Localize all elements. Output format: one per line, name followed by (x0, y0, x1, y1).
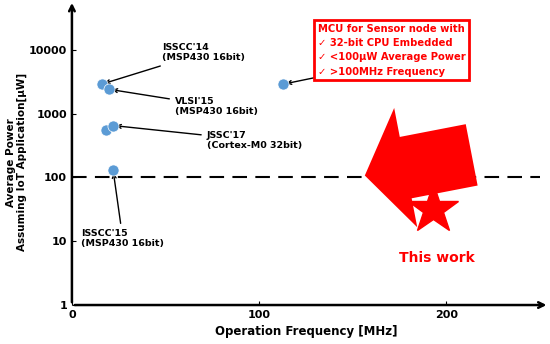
Text: VLSI'15
(MSP430 16bit): VLSI'15 (MSP430 16bit) (114, 89, 258, 116)
Y-axis label: Average Power
Assuming IoT Application[μW]: Average Power Assuming IoT Application[μ… (6, 73, 28, 251)
Text: ISSCC'14
(MSP430 16bit): ISSCC'14 (MSP430 16bit) (106, 43, 245, 84)
X-axis label: Operation Frequency [MHz]: Operation Frequency [MHz] (214, 325, 397, 338)
Text: This work: This work (399, 251, 475, 265)
Text: ISSCC'15
(MSP430 16bit): ISSCC'15 (MSP430 16bit) (81, 174, 164, 248)
Text: MCU for Sensor node with
✓ 32-bit CPU Embedded
✓ <100μW Average Power
✓ >100MHz : MCU for Sensor node with ✓ 32-bit CPU Em… (318, 24, 465, 77)
Text: JSSC'17
(Cortex-M0 32bit): JSSC'17 (Cortex-M0 32bit) (117, 125, 302, 150)
Text: ISSCC'16
(8051 8bit): ISSCC'16 (8051 8bit) (288, 57, 400, 84)
